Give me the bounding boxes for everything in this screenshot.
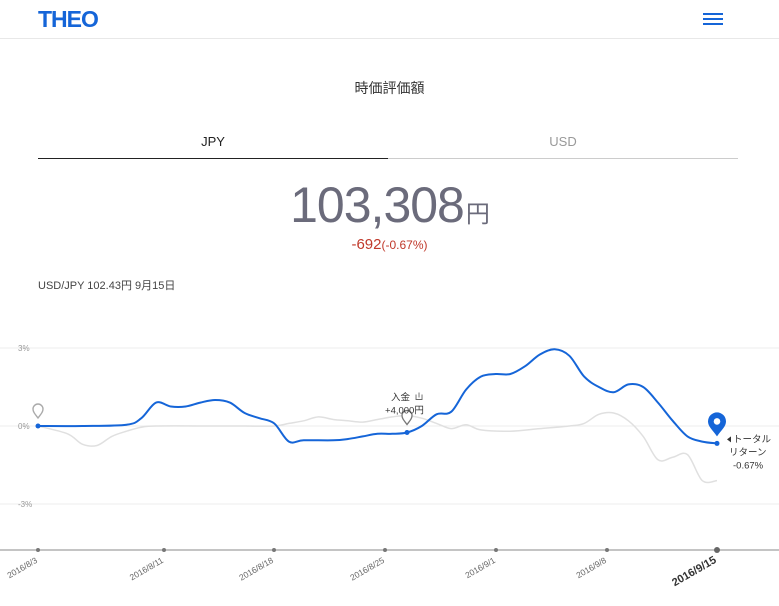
y-tick-label: 3% [18,344,30,353]
x-tick-label: 2016/9/15 [670,554,718,589]
pointer-icon [727,436,731,443]
change-percent: (-0.67%) [381,238,428,252]
valuation-number: 103,308 [290,177,465,233]
fx-rate: USD/JPY 102.43円 9月15日 [38,280,176,292]
header: THEO [0,0,779,39]
deposit-label: 入金 [391,392,411,404]
x-tick-label: 2016/8/11 [128,555,165,582]
x-tick-dot [272,548,276,552]
valuation-unit: 円 [465,201,490,228]
x-tick-dot [714,547,720,553]
page-title: 時価評価額 [354,80,425,96]
valuation-amount: 103,308円 [0,176,779,234]
start-pin-icon [32,403,44,420]
x-tick-label: 2016/8/25 [348,555,386,583]
total-return-label-2: リターン [729,447,767,458]
tab-jpy[interactable]: JPY [38,134,388,159]
total-return-point [714,440,720,446]
theo-logo[interactable]: THEO [38,6,99,32]
deposit-amount: +4,000円 [385,406,424,417]
start-point [35,423,41,429]
x-tick-label: 2016/9/1 [463,555,497,580]
deposit-pin-icon [401,409,413,426]
tab-usd[interactable]: USD [388,134,738,159]
deposit-point [404,430,410,435]
x-tick-dot [162,548,166,552]
benchmark-line [37,411,718,484]
x-tick-label: 2016/8/18 [237,555,275,583]
y-tick-label: -3% [18,500,32,509]
valuation-change: -692(-0.67%) [0,236,779,253]
hamburger-menu-icon[interactable] [703,12,723,26]
total-return-value: -0.67% [733,460,764,471]
portfolio-line [37,348,718,445]
x-tick-label: 2016/9/8 [574,555,608,580]
pin-hole [713,418,721,425]
total-return-label: トータル [733,434,772,445]
x-tick-dot [36,548,40,552]
y-tick-label: 0% [18,422,30,431]
x-tick-dot [494,548,498,552]
x-tick-label: 2016/8/3 [5,555,39,580]
deposit-icon [415,392,423,400]
x-tick-dot [383,548,387,552]
x-tick-dot [605,548,609,552]
change-amount: -692 [351,236,382,253]
